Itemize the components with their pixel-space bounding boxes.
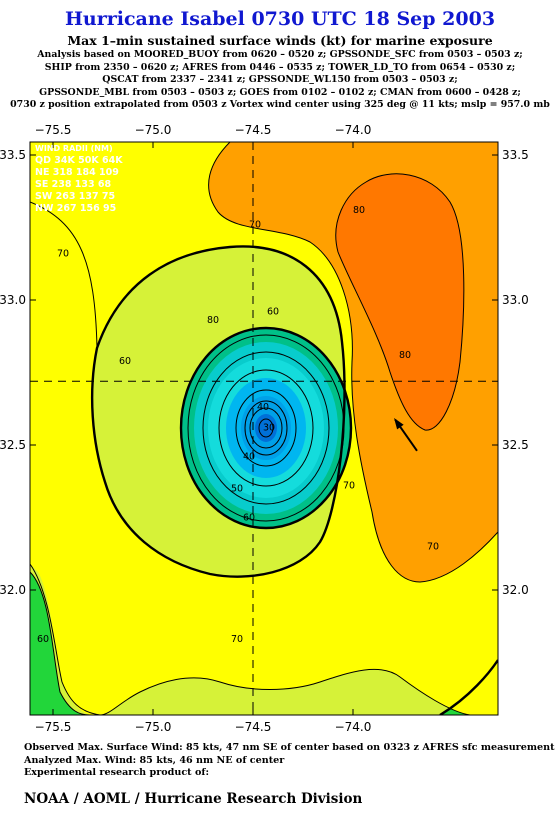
contour-label: 70 [427, 541, 439, 552]
y-tick-label-right: 32.5 [502, 438, 529, 452]
y-tick-label-right: 33.0 [502, 293, 529, 307]
analysis-line: SHIP from 2350 – 0620 z; AFRES from 0446… [44, 61, 516, 73]
y-tick-label-left: 33.0 [0, 293, 26, 307]
wind-radii-row: NW 267 156 95 [35, 203, 116, 214]
organization-credit: NOAA / AOML / Hurricane Research Divisio… [24, 791, 363, 807]
contour-label: 50 [231, 483, 243, 494]
chart-title: Hurricane Isabel 0730 UTC 18 Sep 2003 [64, 8, 496, 30]
contour-label: 40 [243, 452, 255, 463]
axis-ticks: −75.5 −75.5 −75.0 −75.0 −74.5 −74.5 −74.0 −74.0… [0, 123, 529, 734]
wind-radii-title: WIND RADII (NM) [35, 144, 113, 153]
contour-label: 70 [343, 481, 355, 492]
wind-radii-row: QD 34K 50K 64K [35, 155, 123, 166]
contour-label: 80 [399, 350, 411, 361]
outer-contours [30, 142, 498, 715]
analysis-line: GPSSONDE_MBL from 0503 – 0503 z; GOES fr… [39, 86, 521, 98]
thin-contours [187, 334, 345, 522]
contour-ring [244, 400, 288, 456]
analysis-line: Analysis based on MOORED_BUOY from 0620 … [37, 49, 523, 60]
contour-60-left [30, 571, 91, 715]
contour-ring [249, 407, 283, 449]
contour-label: 80 [353, 205, 365, 216]
contour-70-bottom [30, 563, 471, 715]
contour-label: 60 [243, 512, 255, 523]
contour-80 [335, 173, 465, 431]
contour-ring [235, 389, 297, 467]
analysis-line: QSCAT from 2337 – 2341 z; GPSSONDE_WL150… [102, 74, 458, 86]
contour-label: 70 [57, 249, 69, 260]
observed-max-wind: Observed Max. Surface Wind: 85 kts, 47 n… [24, 742, 555, 753]
motion-arrow-icon [394, 418, 418, 452]
contour-label: 40 [257, 402, 269, 413]
analysis-sources: Analysis based on MOORED_BUOY from 0620 … [0, 49, 560, 112]
y-tick-label-left: 32.0 [0, 583, 26, 597]
x-tick-label-bottom: −75.5 [35, 720, 72, 734]
contour-label: 60 [119, 356, 131, 367]
contour-ring [258, 418, 274, 438]
x-tick-label-top: −75.0 [135, 123, 172, 137]
contour-labels: 80 70 70 60 80 60 80 40 30 40 50 60 70 70 70 60 [37, 205, 439, 645]
wind-radii-row: SE 238 133 68 [35, 179, 112, 190]
x-tick-label-bottom: −74.5 [235, 720, 272, 734]
x-tick-label-top: −75.5 [35, 123, 72, 137]
y-tick-label-right: 32.0 [502, 583, 529, 597]
region-high-wind [335, 173, 464, 431]
thick-contours [90, 245, 498, 715]
y-tick-label-right: 33.5 [502, 148, 529, 162]
region-lt60-left [30, 572, 90, 715]
contour-70-upperleft [30, 201, 98, 349]
contour-ring [202, 351, 330, 505]
plot-area [30, 142, 498, 715]
analysis-line: 0730 z position extrapolated from 0503 z… [10, 99, 550, 111]
contour-label: 80 [207, 315, 219, 326]
contour-thick-outer [90, 245, 346, 578]
contour-label: 70 [249, 220, 261, 231]
analyzed-max-wind: Analyzed Max. Wind: 85 kts, 46 nm NE of … [24, 754, 285, 766]
motion-arrow-head [394, 418, 404, 430]
eye-level-5 [255, 414, 277, 442]
wind-contour-chart: −75.5 −75.5 −75.0 −75.0 −74.5 −74.5 −74.0 −74.0… [0, 123, 529, 734]
contour-label: 60 [267, 307, 279, 318]
wind-radii-row: NE 318 184 109 [35, 167, 119, 178]
contour-label: 60 [37, 634, 49, 645]
x-tick-label-top: −74.0 [335, 123, 372, 137]
contour-70 [208, 142, 498, 583]
footer-notes: Observed Max. Surface Wind: 85 kts, 47 n… [24, 742, 555, 780]
x-tick-label-top: −74.5 [235, 123, 272, 137]
contour-label: 30 [263, 423, 275, 434]
x-tick-label-bottom: −75.0 [135, 720, 172, 734]
contour-label: 70 [231, 634, 243, 645]
y-tick-label-left: 33.5 [0, 148, 26, 162]
y-tick-label-left: 32.5 [0, 438, 26, 452]
chart-subtitle: Max 1–min sustained surface winds (kt) f… [67, 33, 493, 48]
contour-thick-corner [439, 659, 498, 715]
x-tick-label-bottom: −74.0 [335, 720, 372, 734]
wind-radii-row: SW 263 137 75 [35, 191, 115, 202]
contour-ring [218, 369, 314, 487]
contour-ring-thick [179, 326, 353, 530]
plot-frame [29, 141, 499, 716]
product-note: Experimental research product of: [24, 767, 210, 779]
